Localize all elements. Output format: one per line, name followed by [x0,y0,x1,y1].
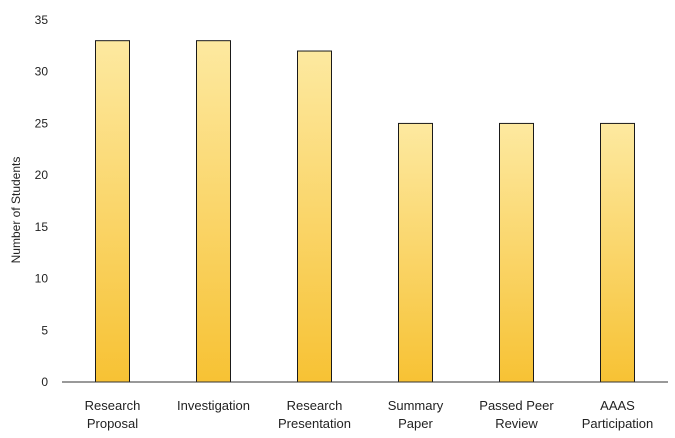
bar [398,122,433,383]
bar [600,122,635,383]
x-tick-labels: Research Proposal Investigation Research Pre… [85,398,654,431]
bar [95,40,130,383]
bar [297,50,332,383]
y-tick-label: 30 [35,65,49,79]
y-tick-label: 10 [35,272,49,286]
x-tick-label: Research Presentation [278,398,351,431]
y-tick-label: 20 [35,168,49,182]
x-tick-label: Research Proposal [85,398,141,431]
y-tick-label: 25 [35,116,49,130]
y-tick-labels: 0 5 10 15 20 25 30 35 [35,13,49,389]
bars [95,40,635,383]
y-tick-label: 0 [41,375,48,389]
x-tick-label: Investigation [177,398,250,413]
x-tick-label: AAAS Participation [582,398,654,431]
bar [196,40,231,383]
x-tick-label: Summary Paper [388,398,444,431]
y-axis-label: Number of Students [9,157,23,264]
x-tick-label: Passed Peer Review [479,398,554,431]
bar [499,122,534,383]
y-tick-label: 15 [35,220,49,234]
y-tick-label: 35 [35,13,49,27]
y-tick-label: 5 [41,323,48,337]
